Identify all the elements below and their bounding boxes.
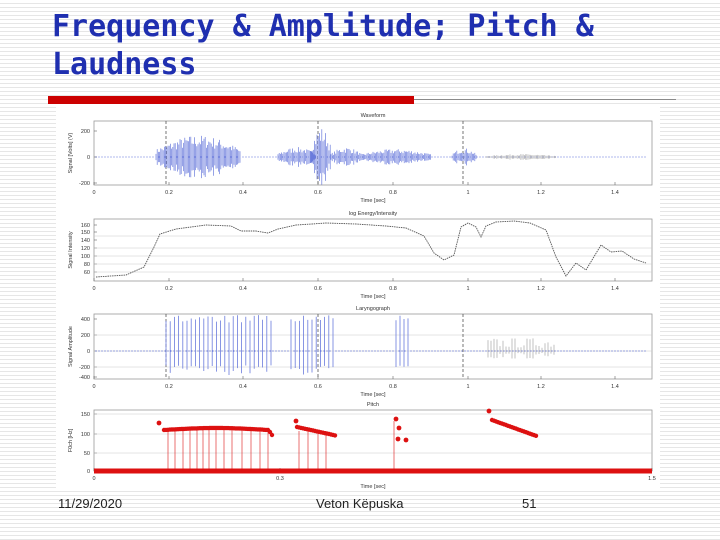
x-tick-label: 1 (466, 384, 469, 390)
x-axis-label: Time [sec] (360, 294, 386, 300)
speech-analysis-figure: Waveform 200 0 -200 Signal [Volts] (V) 0 0.2 0.… (56, 105, 660, 490)
x-tick-label: 1.4 (611, 190, 619, 196)
x-tick-label: 0.6 (314, 286, 322, 292)
x-tick-label: 0.2 (165, 384, 173, 390)
y-tick-label: 150 (81, 412, 90, 418)
y-tick-label: 120 (81, 246, 90, 252)
x-tick-label: 0.8 (389, 190, 397, 196)
slide-title: Frequency & Amplitude; Pitch & Laudness (52, 9, 594, 82)
x-tick-label: 1.2 (537, 286, 545, 292)
laryngograph-unvoiced-trace (487, 338, 555, 359)
x-axis-label: Time [sec] (360, 484, 386, 490)
panel-title: Laryngograph (356, 306, 390, 312)
y-tick-label: 100 (81, 254, 90, 260)
title-underline-rule (414, 99, 676, 100)
x-tick-label: 1 (466, 190, 469, 196)
y-tick-label: -200 (79, 365, 90, 371)
x-tick-label: 0.2 (165, 286, 173, 292)
x-tick-label: 0.6 (314, 384, 322, 390)
y-tick-label: 0 (87, 469, 90, 475)
panel-title: Waveform (361, 113, 386, 119)
x-tick-label: 1.2 (537, 190, 545, 196)
pitch-point (393, 416, 399, 422)
pitch-point (395, 436, 401, 442)
y-tick-label: -400 (79, 375, 90, 381)
x-tick-label: 0.2 (165, 190, 173, 196)
footer-author: Veton Këpuska (316, 496, 404, 511)
panel-frame (93, 313, 653, 380)
pitch-point (533, 433, 539, 438)
x-tick-label: 1.4 (611, 286, 619, 292)
y-tick-label: 50 (84, 451, 90, 457)
y-tick-label: 200 (81, 129, 90, 135)
x-tick-label: 0.4 (239, 384, 247, 390)
panel-frame (93, 218, 653, 282)
energy-curve (95, 220, 647, 278)
x-tick-label: 0.4 (239, 286, 247, 292)
footer-date: 11/29/2020 (58, 496, 123, 511)
x-tick-label: 0.8 (389, 384, 397, 390)
x-tick-label: 0 (92, 476, 95, 482)
x-tick-label: 1 (466, 286, 469, 292)
title-underline-accent (48, 96, 414, 104)
y-tick-label: 140 (81, 238, 90, 244)
y-tick-label: 160 (81, 223, 90, 229)
x-tick-label: 1.4 (611, 384, 619, 390)
pitch-point (332, 433, 338, 438)
y-tick-label: 0 (87, 155, 90, 161)
x-tick-label: 0 (92, 286, 95, 292)
y-tick-label: 0 (87, 349, 90, 355)
panel-title: Pitch (367, 402, 379, 408)
pitch-point (403, 437, 409, 443)
y-axis-label: Signal Intensity (68, 231, 74, 269)
x-axis-label: Time [sec] (360, 198, 386, 204)
y-axis-label: Signal [Volts] (V) (68, 133, 74, 174)
footer-page-number: 51 (522, 496, 537, 511)
pitch-point (486, 408, 492, 414)
laryngograph-trace (95, 315, 646, 375)
waveform-unvoiced-trace (485, 154, 556, 160)
panel-title: log Energy/Intensity (349, 211, 398, 217)
y-tick-label: 80 (84, 262, 90, 268)
pitch-point (156, 420, 162, 426)
y-axis-label: Signal Amplitude (68, 326, 74, 367)
x-tick-label: 0.3 (276, 476, 284, 482)
x-tick-label: 1.5 (648, 476, 656, 482)
y-tick-label: 400 (81, 317, 90, 323)
pitch-point (396, 425, 402, 431)
pitch-point (269, 432, 275, 438)
x-tick-label: 0.8 (389, 286, 397, 292)
x-tick-label: 1.2 (537, 384, 545, 390)
x-tick-label: 0 (92, 384, 95, 390)
y-tick-label: 200 (81, 333, 90, 339)
y-tick-label: 60 (84, 270, 90, 276)
y-tick-label: 100 (81, 432, 90, 438)
panel-frame (93, 409, 653, 472)
y-tick-label: -200 (79, 181, 90, 187)
x-tick-label: 0 (92, 190, 95, 196)
x-tick-label: 0.4 (239, 190, 247, 196)
y-axis-label: F0ch [Hz] (68, 428, 74, 452)
x-tick-label: 0.6 (314, 190, 322, 196)
x-axis-label: Time [sec] (360, 392, 386, 398)
y-tick-label: 150 (81, 230, 90, 236)
pitch-point (293, 418, 299, 424)
